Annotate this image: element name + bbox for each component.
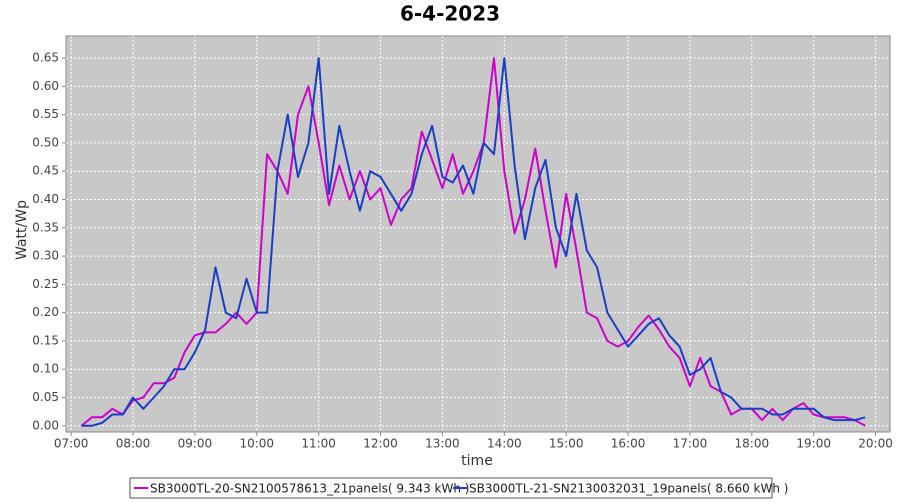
x-tick-label: 19:00 bbox=[796, 437, 831, 451]
y-tick-label: 0.30 bbox=[32, 249, 59, 263]
y-tick-label: 0.15 bbox=[32, 333, 59, 347]
legend-label: SB3000TL-21-SN2130032031_19panels( 8.660… bbox=[469, 482, 788, 496]
x-tick-label: 16:00 bbox=[611, 437, 646, 451]
y-tick-label: 0.65 bbox=[32, 51, 59, 65]
y-tick-label: 0.20 bbox=[32, 305, 59, 319]
x-axis-label: time bbox=[461, 453, 493, 469]
series-line bbox=[81, 57, 866, 427]
legend-label: SB3000TL-20-SN2100578613_21panels( 9.343… bbox=[150, 482, 469, 496]
y-tick-label: 0.55 bbox=[32, 107, 59, 121]
y-tick-label: 0.35 bbox=[32, 220, 59, 234]
x-tick-label: 17:00 bbox=[673, 437, 708, 451]
x-tick-label: 13:00 bbox=[425, 437, 460, 451]
y-tick-label: 0.50 bbox=[32, 135, 59, 149]
y-tick-label: 0.45 bbox=[32, 164, 59, 178]
x-tick-label: 15:00 bbox=[549, 437, 584, 451]
chart-title: 6-4-2023 bbox=[400, 2, 500, 26]
legend bbox=[129, 477, 773, 499]
x-tick-label: 09:00 bbox=[178, 437, 213, 451]
y-tick-label: 0.10 bbox=[32, 362, 59, 376]
x-tick-label: 14:00 bbox=[487, 437, 522, 451]
x-tick-label: 08:00 bbox=[116, 437, 151, 451]
y-axis-label: Watt/Wp bbox=[14, 200, 30, 260]
x-tick-label: 07:00 bbox=[54, 437, 89, 451]
y-tick-label: 0.40 bbox=[32, 192, 59, 206]
plot-area bbox=[65, 35, 891, 433]
x-tick-label: 20:00 bbox=[858, 437, 893, 451]
x-tick-label: 11:00 bbox=[301, 437, 336, 451]
x-tick-label: 10:00 bbox=[239, 437, 274, 451]
y-tick-label: 0.00 bbox=[32, 418, 59, 432]
series-line bbox=[80, 57, 866, 427]
x-tick-label: 18:00 bbox=[735, 437, 770, 451]
y-tick-label: 0.25 bbox=[32, 277, 59, 291]
y-tick-label: 0.05 bbox=[32, 390, 59, 404]
x-tick-label: 12:00 bbox=[363, 437, 398, 451]
y-tick-label: 0.60 bbox=[32, 79, 59, 93]
